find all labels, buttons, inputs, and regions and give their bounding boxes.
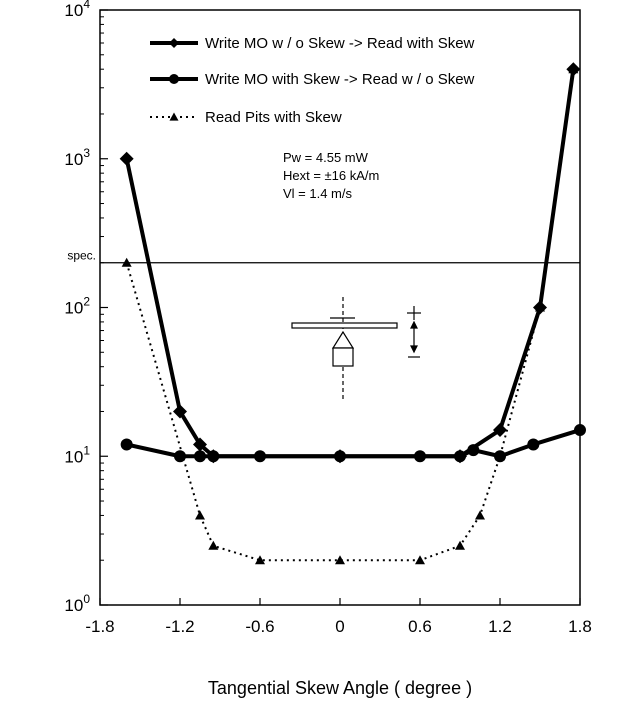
triangle-marker: [121, 257, 132, 267]
annotations: Pw = 4.55 mW Hext = ±16 kA/m Vl = 1.4 m/s: [283, 150, 379, 201]
y-tick-label: 101: [64, 443, 90, 466]
circle-marker: [169, 74, 179, 84]
triangle-marker: [475, 510, 485, 520]
legend: Write MO w / o Skew -> Read with Skew Wri…: [150, 35, 475, 126]
series-markers: [119, 62, 586, 565]
legend-label: Write MO with Skew -> Read w / o Skew: [205, 71, 475, 88]
triangle-marker: [415, 555, 425, 565]
x-tick-label: 1.8: [568, 617, 592, 636]
diamond-marker: [493, 423, 507, 438]
plot-frame: [99, 9, 581, 606]
triangle-marker: [169, 112, 179, 121]
triangle-marker: [535, 302, 545, 312]
circle-marker: [194, 450, 206, 463]
triangle-marker: [455, 540, 465, 550]
circle-marker: [120, 438, 133, 451]
annotation-text: Hext = ±16 kA/m: [283, 168, 379, 183]
diamond-marker: [193, 437, 207, 452]
legend-label: Write MO w / o Skew -> Read with Skew: [205, 35, 475, 52]
y-tick-label: 102: [64, 295, 90, 318]
legend-label: Read Pits with Skew: [205, 109, 342, 126]
x-tick-label: 0.6: [408, 617, 432, 636]
reference-lines: spec.: [67, 249, 580, 264]
x-tick-label: -1.8: [85, 617, 114, 636]
x-tick-label: 0: [335, 617, 344, 636]
y-tick-label: 103: [64, 146, 90, 169]
circle-marker: [527, 438, 540, 451]
series-line-3: [125, 69, 575, 562]
x-axis-ticks: -1.8 -1.2 -0.6 0 0.6 1.2 1.8: [85, 598, 592, 636]
annotation-text: Vl = 1.4 m/s: [283, 186, 352, 201]
triangle-marker: [208, 540, 219, 550]
x-tick-label: -1.2: [165, 617, 194, 636]
diamond-marker: [169, 38, 179, 48]
triangle-marker: [568, 64, 579, 74]
circle-marker: [174, 450, 186, 463]
circle-marker: [454, 450, 466, 463]
circle-marker: [207, 450, 220, 463]
triangle-marker: [335, 555, 345, 565]
y-axis-ticks: 100 101 102 103 104: [64, 0, 108, 615]
x-tick-label: 1.2: [488, 617, 512, 636]
circle-marker: [334, 450, 346, 463]
triangle-marker: [255, 555, 265, 565]
spec-label: spec.: [67, 249, 96, 263]
circle-marker: [414, 450, 426, 463]
x-axis-label: Tangential Skew Angle ( degree ): [208, 678, 472, 698]
triangle-marker: [495, 451, 505, 461]
annotation-text: Pw = 4.55 mW: [283, 150, 369, 165]
y-tick-label: 104: [64, 0, 90, 20]
diamond-marker: [119, 151, 134, 166]
circle-marker: [467, 444, 480, 457]
skew-schematic-icon: [291, 297, 421, 400]
circle-marker: [574, 424, 586, 437]
series-lines: [124, 68, 581, 562]
x-tick-label: -0.6: [245, 617, 274, 636]
circle-marker: [254, 450, 266, 463]
diamond-marker: [173, 404, 187, 419]
triangle-marker: [195, 510, 205, 520]
y-tick-label: 100: [64, 592, 90, 615]
